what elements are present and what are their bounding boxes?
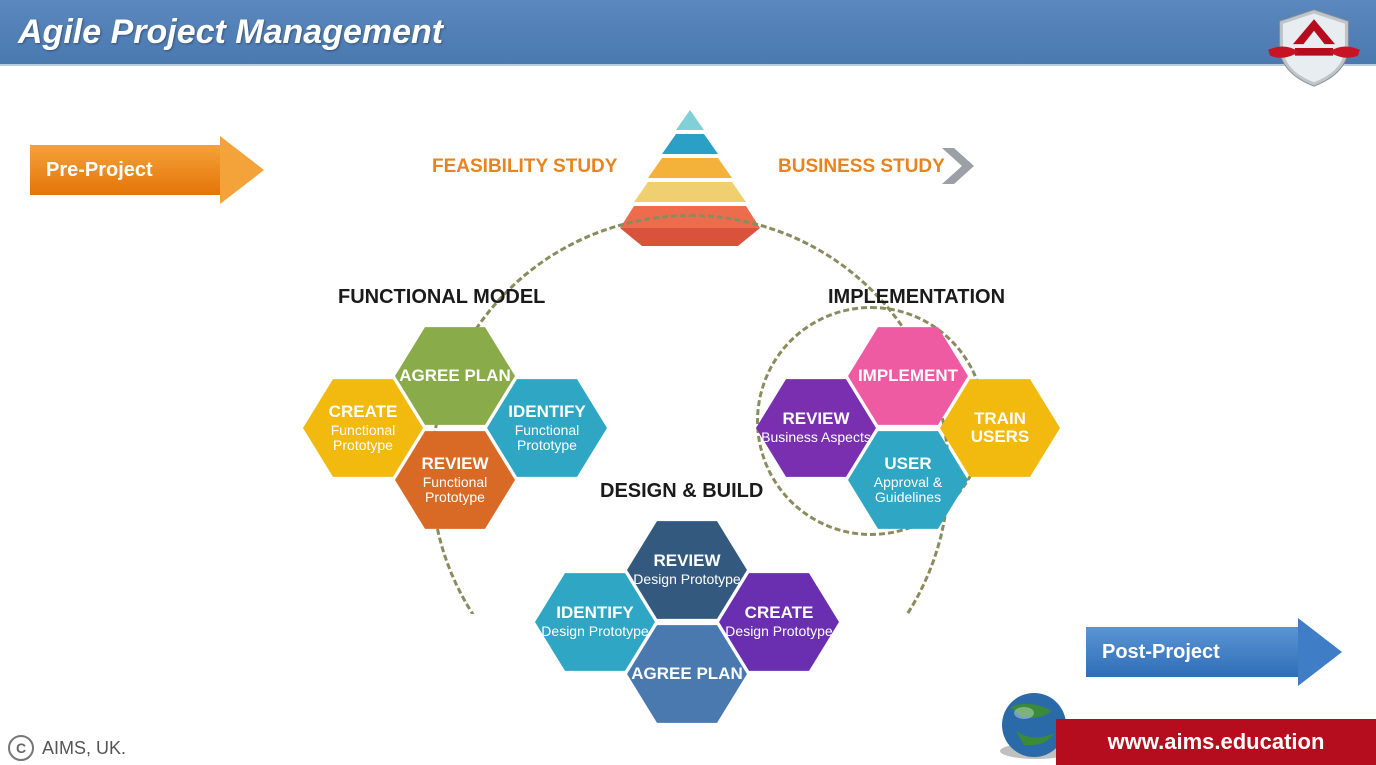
post-project-label: Post-Project xyxy=(1102,641,1220,664)
header-bar: Agile Project Management xyxy=(0,0,1376,66)
hex-title: USER xyxy=(884,455,931,473)
hex-title: AGREE PLAN xyxy=(631,665,742,683)
hex-subtitle: Design Prototype xyxy=(725,624,832,639)
hex-title: TRAIN USERS xyxy=(944,410,1056,446)
diagram-canvas: Pre-Project FEASIBILITY STUDY BUSINESS S… xyxy=(0,66,1376,706)
hex-title: AGREE PLAN xyxy=(399,367,510,385)
hex-title: CREATE xyxy=(745,604,814,622)
hex-subtitle: Design Prototype xyxy=(541,624,648,639)
footer-url: www.aims.education xyxy=(1108,729,1325,755)
hex-title: REVIEW xyxy=(782,410,849,428)
hex-subtitle: Business Aspects xyxy=(761,430,871,445)
page-title: Agile Project Management xyxy=(18,13,443,52)
hex-title: REVIEW xyxy=(421,455,488,473)
implementation-label: IMPLEMENTATION xyxy=(828,286,1005,309)
design-build-label: DESIGN & BUILD xyxy=(600,480,763,503)
hex-title: IDENTIFY xyxy=(556,604,633,622)
copyright-text: AIMS, UK. xyxy=(42,738,126,759)
hex-title: REVIEW xyxy=(653,552,720,570)
hex-subtitle: Approval & Guidelines xyxy=(852,475,964,506)
post-project-arrow: Post-Project xyxy=(1086,618,1342,686)
hex-subtitle: Functional Prototype xyxy=(307,423,419,454)
chevron-right-icon xyxy=(940,146,986,186)
hex-subtitle: Design Prototype xyxy=(633,572,740,587)
copyright-icon: C xyxy=(8,735,34,761)
hex-subtitle: Functional Prototype xyxy=(399,475,511,506)
hex-title: IDENTIFY xyxy=(508,403,585,421)
feasibility-study-label: FEASIBILITY STUDY xyxy=(432,156,617,178)
footer-url-bar: www.aims.education xyxy=(1056,719,1376,765)
hex-title: CREATE xyxy=(329,403,398,421)
functional-model-label: FUNCTIONAL MODEL xyxy=(338,286,545,309)
footer-copyright: C AIMS, UK. xyxy=(8,735,126,761)
hex-title: IMPLEMENT xyxy=(858,367,958,385)
pre-project-label: Pre-Project xyxy=(46,159,153,182)
pre-project-arrow: Pre-Project xyxy=(30,136,264,204)
hex-subtitle: Functional Prototype xyxy=(491,423,603,454)
business-study-label: BUSINESS STUDY xyxy=(778,156,945,178)
